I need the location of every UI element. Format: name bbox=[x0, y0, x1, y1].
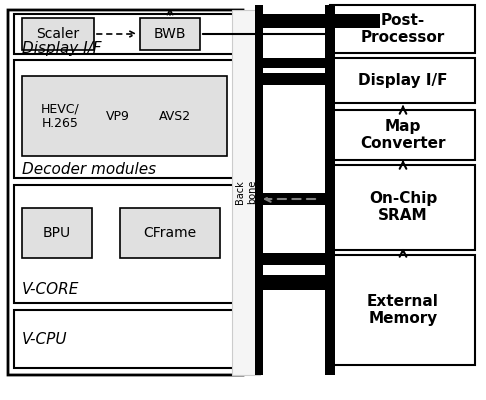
Bar bbox=[260, 73, 330, 85]
Text: Map
Converter: Map Converter bbox=[360, 119, 446, 151]
Text: CFrame: CFrame bbox=[143, 226, 196, 240]
FancyBboxPatch shape bbox=[14, 14, 234, 54]
Bar bbox=[260, 14, 380, 28]
FancyBboxPatch shape bbox=[140, 18, 200, 50]
Text: External
Memory: External Memory bbox=[367, 294, 439, 326]
FancyBboxPatch shape bbox=[22, 18, 94, 50]
Text: Decoder modules: Decoder modules bbox=[22, 162, 156, 178]
Text: Post-
Processor: Post- Processor bbox=[361, 13, 445, 45]
Bar bbox=[325, 5, 335, 375]
FancyBboxPatch shape bbox=[22, 76, 227, 156]
FancyBboxPatch shape bbox=[14, 310, 234, 368]
FancyBboxPatch shape bbox=[14, 60, 234, 178]
Bar bbox=[260, 193, 330, 205]
Text: BWB: BWB bbox=[154, 27, 186, 41]
Text: Display I/F: Display I/F bbox=[22, 40, 102, 56]
Text: HEVC/
H.265: HEVC/ H.265 bbox=[41, 102, 79, 130]
FancyBboxPatch shape bbox=[120, 208, 220, 258]
Text: Back
bone: Back bone bbox=[235, 180, 257, 204]
Text: VP9: VP9 bbox=[106, 110, 130, 122]
Bar bbox=[255, 5, 263, 375]
Text: V-CPU: V-CPU bbox=[22, 332, 68, 346]
Text: AVS2: AVS2 bbox=[159, 110, 191, 122]
Bar bbox=[260, 275, 330, 290]
Text: On-Chip
SRAM: On-Chip SRAM bbox=[369, 191, 437, 223]
FancyBboxPatch shape bbox=[8, 10, 243, 375]
Bar bbox=[260, 58, 330, 68]
Text: BPU: BPU bbox=[43, 226, 71, 240]
FancyBboxPatch shape bbox=[14, 185, 234, 303]
Bar bbox=[260, 253, 330, 265]
FancyBboxPatch shape bbox=[330, 58, 475, 103]
FancyBboxPatch shape bbox=[330, 110, 475, 160]
FancyBboxPatch shape bbox=[22, 208, 92, 258]
FancyBboxPatch shape bbox=[330, 5, 475, 53]
FancyBboxPatch shape bbox=[330, 255, 475, 365]
FancyBboxPatch shape bbox=[330, 165, 475, 250]
Bar bbox=[232, 10, 260, 375]
Text: Scaler: Scaler bbox=[36, 27, 80, 41]
Text: Display I/F: Display I/F bbox=[358, 72, 448, 88]
Text: V-CORE: V-CORE bbox=[22, 282, 79, 298]
